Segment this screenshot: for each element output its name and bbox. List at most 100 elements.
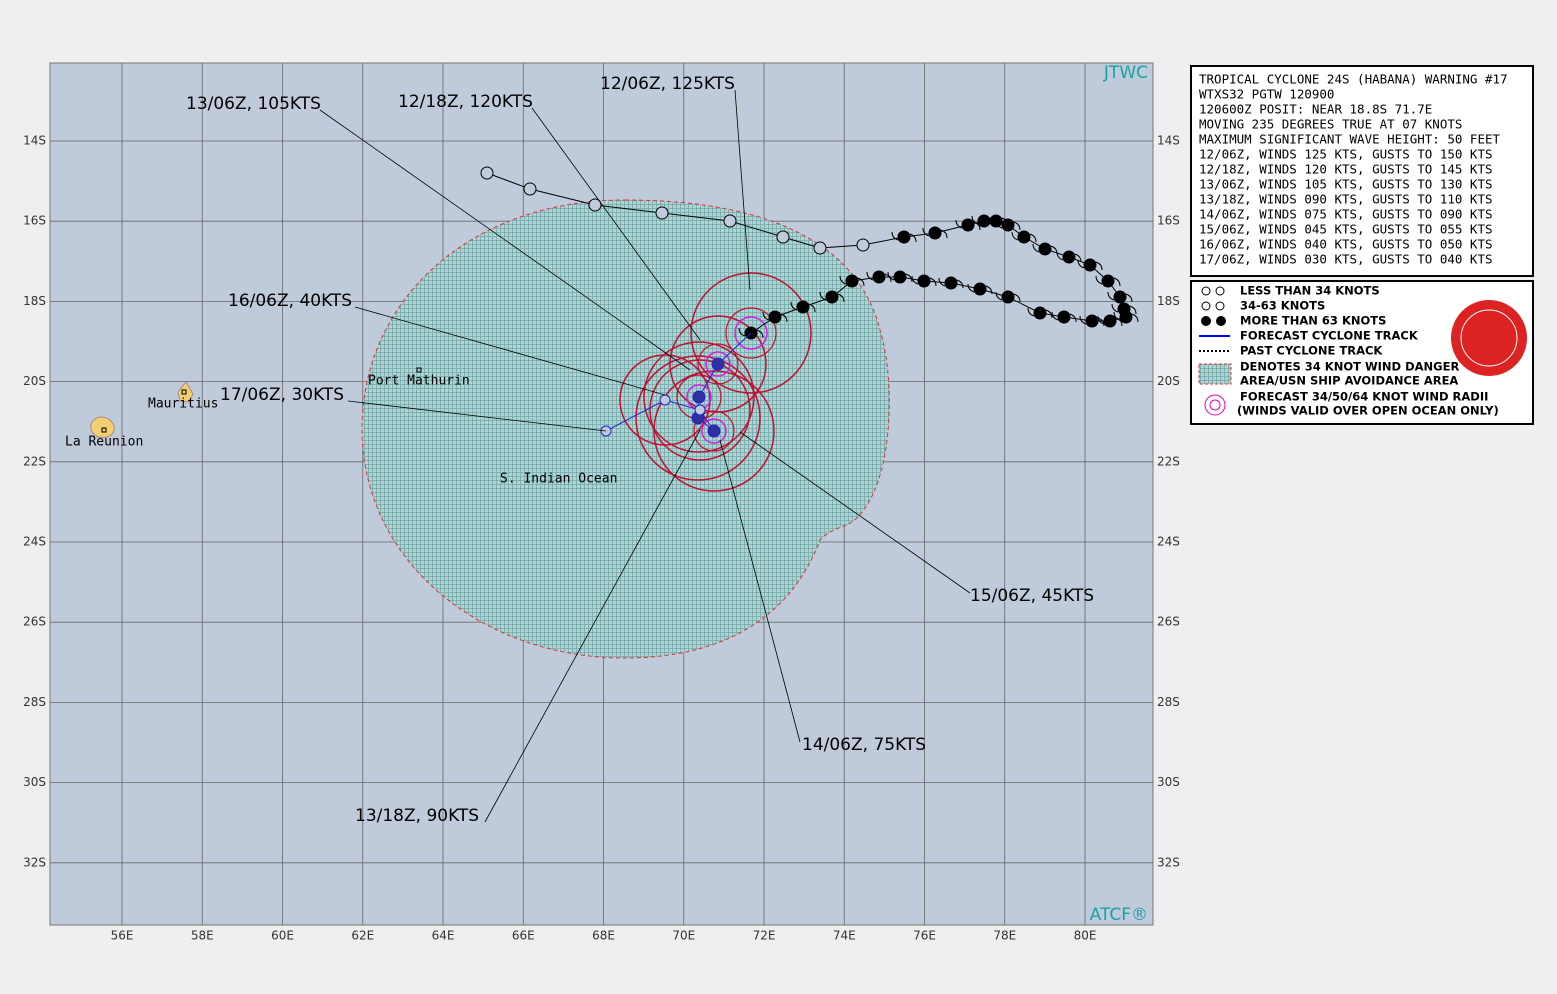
lat-label: 24S bbox=[1157, 535, 1180, 549]
lon-label: 64E bbox=[432, 929, 455, 943]
warning-line: 16/06Z, WINDS 040 KTS, GUSTS TO 050 KTS bbox=[1199, 237, 1493, 252]
lat-label: 26S bbox=[23, 615, 46, 629]
warning-line: 17/06Z, WINDS 030 KTS, GUSTS TO 040 KTS bbox=[1199, 252, 1493, 267]
lat-label: 22S bbox=[23, 454, 46, 468]
legend-item: (WINDS VALID OVER OPEN OCEAN ONLY) bbox=[1237, 404, 1499, 418]
leader-line bbox=[734, 89, 751, 291]
wind-radius-34 bbox=[669, 315, 767, 413]
past-position-weak bbox=[655, 206, 669, 220]
leader-line bbox=[354, 306, 666, 396]
lon-label: 58E bbox=[191, 929, 214, 943]
wind-radius-50 bbox=[693, 410, 735, 452]
past-position-strong bbox=[825, 290, 839, 304]
past-position-strong bbox=[872, 270, 886, 284]
storm-hook bbox=[1056, 251, 1082, 263]
warning-box bbox=[1190, 65, 1534, 277]
wind-radius-64 bbox=[705, 351, 731, 377]
danger-area bbox=[361, 199, 890, 659]
storm-hook bbox=[967, 283, 993, 295]
storm-hook bbox=[922, 227, 948, 239]
lat-label: 22S bbox=[1157, 454, 1180, 468]
lat-label: 32S bbox=[23, 855, 46, 869]
past-position-strong bbox=[1038, 242, 1052, 256]
forecast-label: 12/18Z, 120KTS bbox=[398, 92, 533, 112]
past-position-strong bbox=[1085, 314, 1099, 328]
forecast-label: 13/18Z, 90KTS bbox=[355, 806, 479, 826]
lat-label: 30S bbox=[1157, 775, 1180, 789]
forecast-position bbox=[711, 357, 725, 371]
wind-radius-34 bbox=[649, 359, 751, 461]
past-position-strong bbox=[1001, 218, 1015, 232]
forecast-label: 13/06Z, 105KTS bbox=[186, 94, 321, 114]
warning-line: TROPICAL CYCLONE 24S (HABANA) WARNING #1… bbox=[1199, 72, 1508, 87]
legend-item: FORECAST 34/50/64 KNOT WIND RADII bbox=[1240, 390, 1488, 404]
lat-label: 28S bbox=[23, 695, 46, 709]
forecast-label: 17/06Z, 30KTS bbox=[220, 385, 344, 405]
storm-hook bbox=[1011, 231, 1037, 243]
storm-hook bbox=[995, 219, 1021, 231]
lat-label: 16S bbox=[1157, 214, 1180, 228]
warning-line: 12/06Z, WINDS 125 KTS, GUSTS TO 150 KTS bbox=[1199, 147, 1493, 162]
lon-label: 62E bbox=[351, 929, 374, 943]
past-position-strong bbox=[893, 270, 907, 284]
lat-label: 20S bbox=[23, 374, 46, 388]
past-position-strong bbox=[897, 230, 911, 244]
past-position-strong bbox=[768, 310, 782, 324]
lat-label: 28S bbox=[1157, 695, 1180, 709]
storm-hook bbox=[790, 301, 816, 313]
forecast-position bbox=[694, 404, 706, 416]
storm-hook bbox=[1095, 275, 1121, 287]
leader-line bbox=[319, 109, 691, 371]
past-position-strong bbox=[1033, 306, 1047, 320]
storm-hook bbox=[1027, 307, 1053, 319]
warning-line: 120600Z POSIT: NEAR 18.8S 71.7E bbox=[1199, 102, 1432, 117]
past-position-strong bbox=[1119, 310, 1133, 324]
past-position-strong bbox=[1103, 314, 1117, 328]
wind-radius-50 bbox=[725, 307, 777, 359]
storm-hook bbox=[1079, 315, 1105, 327]
place-name: S. Indian Ocean bbox=[500, 472, 617, 487]
warning-line: 14/06Z, WINDS 075 KTS, GUSTS TO 090 KTS bbox=[1199, 207, 1493, 222]
tracks bbox=[480, 166, 1139, 438]
past-position-weak bbox=[588, 198, 602, 212]
wind-radius-64 bbox=[734, 316, 768, 350]
lon-label: 68E bbox=[592, 929, 615, 943]
past-position-weak bbox=[723, 214, 737, 228]
forecast-label: 15/06Z, 45KTS bbox=[970, 586, 1094, 606]
storm-hook bbox=[1111, 303, 1137, 315]
storm-hook bbox=[911, 275, 937, 287]
leader-line bbox=[719, 439, 801, 743]
past-position-strong bbox=[796, 300, 810, 314]
lat-label: 14S bbox=[1157, 134, 1180, 148]
past-position-strong bbox=[1113, 290, 1127, 304]
forecast-position bbox=[659, 394, 671, 406]
storm-hook bbox=[819, 291, 845, 303]
wind-radius-34 bbox=[690, 272, 812, 394]
warning-line: 13/06Z, WINDS 105 KTS, GUSTS TO 130 KTS bbox=[1199, 177, 1493, 192]
warning-line: 15/06Z, WINDS 045 KTS, GUSTS TO 055 KTS bbox=[1199, 222, 1493, 237]
storm-hook bbox=[762, 311, 788, 323]
forecast-label: 14/06Z, 75KTS bbox=[802, 735, 926, 755]
storm-hook bbox=[1107, 291, 1133, 303]
islands bbox=[90, 367, 422, 439]
forecast-position bbox=[692, 390, 706, 404]
past-position-weak bbox=[480, 166, 494, 180]
storm-hook bbox=[891, 231, 917, 243]
warning-line: WTXS32 PGTW 120900 bbox=[1199, 87, 1334, 102]
past-position-strong bbox=[928, 226, 942, 240]
lat-label: 30S bbox=[23, 775, 46, 789]
past-position-strong bbox=[1001, 290, 1015, 304]
past-position-strong bbox=[973, 282, 987, 296]
storm-hook bbox=[1051, 311, 1077, 323]
warning-line: MOVING 235 DEGREES TRUE AT 07 KNOTS bbox=[1199, 117, 1462, 132]
past-position-strong bbox=[1062, 250, 1076, 264]
storm-hook bbox=[866, 271, 892, 283]
lon-label: 66E bbox=[512, 929, 535, 943]
lat-label: 16S bbox=[23, 214, 46, 228]
forecast-label: 16/06Z, 40KTS bbox=[228, 291, 352, 311]
storm-hook bbox=[738, 327, 764, 339]
legend-item: FORECAST CYCLONE TRACK bbox=[1240, 329, 1419, 343]
warning-line: MAXIMUM SIGNIFICANT WAVE HEIGHT: 50 FEET bbox=[1199, 132, 1500, 147]
